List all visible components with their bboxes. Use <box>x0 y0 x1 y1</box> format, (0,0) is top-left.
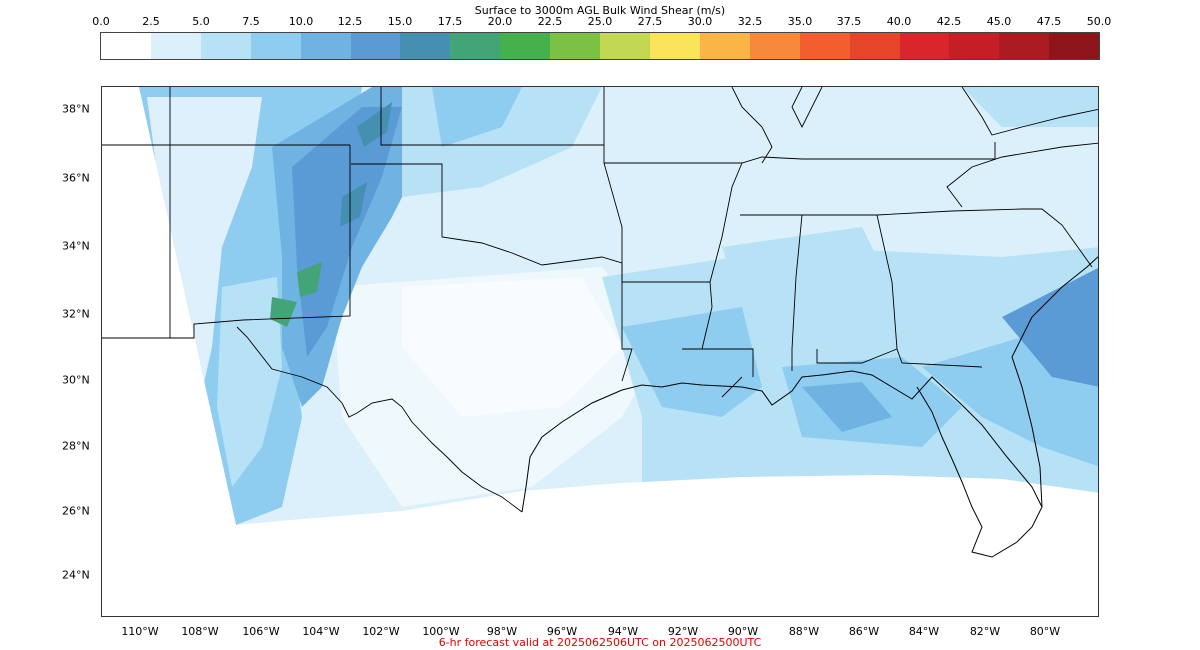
colorbar-segment <box>1049 33 1100 59</box>
longitude-label: 102°W <box>362 625 400 638</box>
colorbar-segment <box>250 33 301 59</box>
longitude-label: 98°W <box>486 625 518 638</box>
longitude-label: 110°W <box>121 625 159 638</box>
atlantic-coastline <box>1011 256 1098 508</box>
colorbar-segment <box>101 33 151 59</box>
latitude-label: 36°N <box>62 171 90 185</box>
colorbar-segment <box>849 33 900 59</box>
colorbar-segment <box>550 33 601 59</box>
colorbar-segment <box>799 33 850 59</box>
latitude-label: 38°N <box>62 102 90 116</box>
colorbar-tick: 5.0 <box>192 15 210 28</box>
colorbar-tick: 15.0 <box>387 15 413 28</box>
longitude-label: 106°W <box>242 625 280 638</box>
colorbar-tick: 32.5 <box>737 15 763 28</box>
longitude-label: 90°W <box>727 625 759 638</box>
state-borders <box>102 87 1098 398</box>
colorbar-tick: 25.0 <box>587 15 613 28</box>
longitude-label: 92°W <box>667 625 699 638</box>
forecast-valid-caption: 6-hr forecast valid at 2025062506UTC on … <box>438 636 762 649</box>
colorbar-tick: 7.5 <box>242 15 260 28</box>
gulf-coastline <box>521 370 1043 558</box>
colorbar-tick: 37.5 <box>836 15 862 28</box>
longitude-label: 94°W <box>607 625 639 638</box>
longitude-label: 96°W <box>546 625 578 638</box>
colorbar-segment <box>450 33 501 59</box>
colorbar-segment <box>150 33 201 59</box>
colorbar-tick: 0.0 <box>92 15 110 28</box>
latitude-label: 34°N <box>62 239 90 253</box>
colorbar-tick: 35.0 <box>787 15 813 28</box>
longitude-label: 84°W <box>908 625 940 638</box>
latitude-label: 30°N <box>62 373 90 387</box>
colorbar-tick: 50.0 <box>1086 15 1112 28</box>
colorbar-tick: 17.5 <box>437 15 463 28</box>
colorbar-segment <box>400 33 451 59</box>
colorbar-tick: 12.5 <box>337 15 363 28</box>
colorbar-segment <box>649 33 700 59</box>
colorbar-tick: 10.0 <box>288 15 314 28</box>
colorbar-segment <box>300 33 351 59</box>
latitude-label: 28°N <box>62 439 90 453</box>
longitude-label: 108°W <box>181 625 219 638</box>
colorbar-segment <box>500 33 551 59</box>
colorbar-tick: 40.0 <box>886 15 912 28</box>
colorbar-tick: 20.0 <box>487 15 513 28</box>
colorbar-title: Surface to 3000m AGL Bulk Wind Shear (m/… <box>474 4 726 17</box>
colorbar <box>100 32 1100 60</box>
colorbar-segment <box>949 33 1000 59</box>
longitude-label: 82°W <box>969 625 1001 638</box>
colorbar-tick: 42.5 <box>936 15 962 28</box>
colorbar-segment <box>999 33 1050 59</box>
wind-shear-field <box>139 87 1098 525</box>
colorbar-tick: 30.0 <box>687 15 713 28</box>
rio-grande-border <box>236 326 523 513</box>
latitude-label: 32°N <box>62 307 90 321</box>
map-panel <box>101 86 1099 617</box>
colorbar-segment <box>749 33 800 59</box>
colorbar-segment <box>699 33 750 59</box>
colorbar-tick: 22.5 <box>537 15 563 28</box>
colorbar-tick: 2.5 <box>142 15 160 28</box>
colorbar-segment <box>899 33 950 59</box>
shear-map-svg <box>102 87 1098 558</box>
colorbar-segment <box>200 33 251 59</box>
longitude-label: 86°W <box>848 625 880 638</box>
colorbar-tick: 47.5 <box>1036 15 1062 28</box>
latitude-label: 26°N <box>62 504 90 518</box>
longitude-label: 104°W <box>302 625 340 638</box>
latitude-label: 24°N <box>62 568 90 582</box>
colorbar-tick: 27.5 <box>637 15 663 28</box>
colorbar-tick: 45.0 <box>986 15 1012 28</box>
longitude-label: 80°W <box>1029 625 1061 638</box>
longitude-label: 88°W <box>788 625 820 638</box>
colorbar-segment <box>350 33 401 59</box>
colorbar-segment <box>600 33 650 59</box>
longitude-label: 100°W <box>422 625 460 638</box>
